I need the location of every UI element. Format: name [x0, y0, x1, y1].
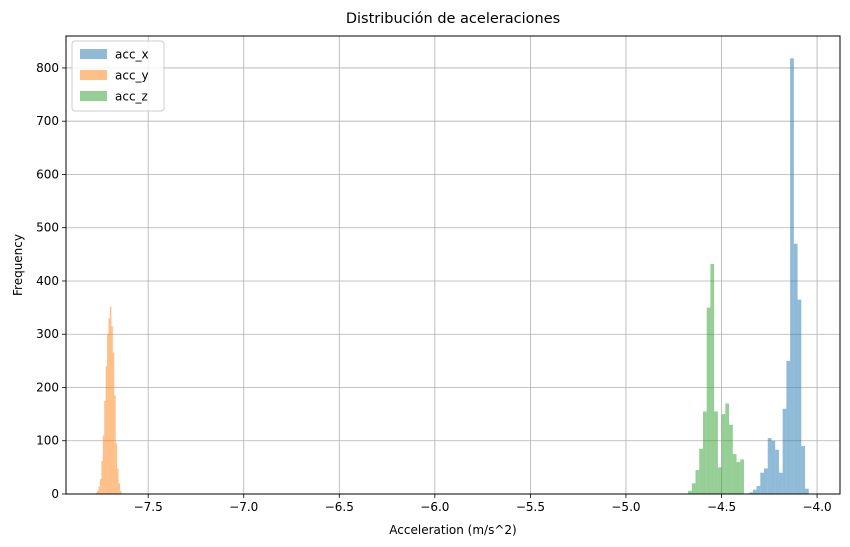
bar-acc_x — [790, 58, 794, 495]
bar-acc_y — [112, 352, 115, 494]
y-tick-label: 0 — [51, 487, 59, 501]
x-tick-label: −6.0 — [420, 500, 449, 514]
bar-acc_y — [107, 334, 109, 494]
bar-acc_z — [736, 462, 741, 494]
x-tick-label: −7.0 — [229, 500, 258, 514]
x-tick-label: −6.5 — [325, 500, 354, 514]
bar-acc_y — [105, 366, 108, 494]
bar-acc_y — [101, 460, 103, 494]
bar-acc_x — [767, 438, 772, 494]
bar-acc_x — [797, 299, 802, 494]
series-acc_z — [688, 263, 744, 494]
bar-acc_x — [760, 472, 765, 494]
bar-acc_y — [98, 486, 100, 494]
legend-label-acc_z: acc_z — [115, 90, 148, 104]
bar-acc_z — [725, 403, 730, 494]
bar-acc_y — [102, 435, 105, 494]
x-axis-label: Acceleration (m/s^2) — [389, 523, 516, 537]
bar-acc_x — [801, 446, 806, 494]
series-acc_x — [745, 58, 809, 495]
y-tick-label: 300 — [36, 327, 59, 341]
bar-acc_x — [782, 408, 787, 494]
bar-acc_y — [119, 490, 122, 494]
bar-acc_y — [115, 443, 118, 494]
bar-acc_x — [786, 360, 791, 494]
x-tick-label: −5.0 — [611, 500, 640, 514]
axis-ticks: −7.5 −7.0 −6.5 −6.0 −5.5 −5.0 −4.5 −4.0 0 100 200 3… — [36, 61, 832, 514]
legend-swatch-acc_z — [80, 91, 107, 101]
bar-acc_z — [706, 307, 711, 494]
bar-acc_x — [749, 492, 753, 494]
bar-acc_z — [729, 424, 733, 494]
plot-frame — [65, 35, 841, 495]
bar-acc_z — [732, 454, 737, 494]
legend-swatch-acc_x — [80, 49, 107, 59]
legend-label-acc_y: acc_y — [115, 69, 149, 83]
series-acc_y — [95, 306, 122, 494]
y-axis-label: Frequency — [11, 234, 25, 296]
bar-acc_z — [691, 483, 696, 494]
histogram-bars — [95, 58, 809, 495]
bar-acc_y — [111, 326, 113, 494]
bar-acc_y — [97, 490, 99, 494]
bar-acc_y — [117, 468, 119, 494]
y-tick-label: 700 — [36, 114, 59, 128]
bar-acc_x — [775, 449, 779, 494]
legend: acc_x acc_y acc_z — [71, 40, 165, 112]
bar-acc_y — [109, 306, 112, 494]
bar-acc_z — [702, 411, 707, 494]
bar-acc_z — [717, 467, 722, 494]
legend-swatch-acc_y — [80, 70, 107, 80]
bar-acc_z — [740, 459, 744, 494]
bar-acc_x — [771, 440, 776, 494]
x-tick-label: −4.0 — [802, 500, 831, 514]
y-tick-label: 800 — [36, 61, 59, 75]
bar-acc_x — [752, 489, 757, 494]
bar-acc_z — [710, 263, 715, 494]
bar-acc_x — [764, 468, 768, 494]
bar-acc_y — [114, 395, 116, 494]
bar-acc_y — [95, 492, 98, 494]
bar-acc_z — [714, 411, 718, 494]
legend-label-acc_x: acc_x — [115, 48, 149, 62]
bar-acc_y — [108, 318, 110, 494]
bar-acc_x — [805, 488, 809, 494]
y-tick-label: 600 — [36, 167, 59, 181]
bar-acc_y — [104, 400, 106, 494]
bar-acc_z — [688, 490, 692, 494]
y-tick-label: 400 — [36, 274, 59, 288]
x-tick-label: −4.5 — [707, 500, 736, 514]
y-tick-label: 500 — [36, 221, 59, 235]
bar-acc_z — [721, 414, 726, 494]
x-tick-label: −7.5 — [134, 500, 163, 514]
bar-acc_x — [756, 486, 761, 494]
bar-acc_x — [793, 243, 798, 494]
bar-acc_x — [778, 472, 783, 494]
y-tick-label: 100 — [36, 434, 59, 448]
chart-title: Distribución de aceleraciones — [346, 11, 560, 27]
bar-acc_z — [699, 448, 703, 494]
bar-acc_z — [695, 470, 700, 494]
y-tick-label: 200 — [36, 380, 59, 394]
bar-acc_y — [99, 479, 102, 494]
bar-acc_y — [118, 483, 120, 494]
x-tick-label: −5.5 — [516, 500, 545, 514]
